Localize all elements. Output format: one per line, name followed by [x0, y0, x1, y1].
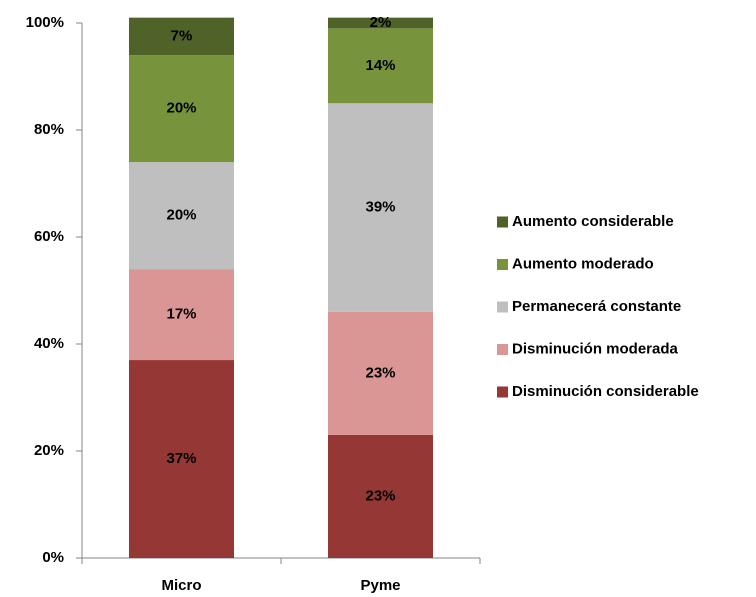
bar-segment	[129, 55, 234, 163]
legend-swatch	[497, 216, 508, 228]
data-label: 20%	[166, 207, 196, 224]
data-label: 2%	[370, 14, 392, 31]
bar-segment	[328, 311, 433, 435]
legend-swatch	[497, 344, 508, 355]
data-label: 17%	[166, 306, 196, 323]
data-label: 14%	[365, 57, 395, 74]
legend-label: Aumento considerable	[512, 213, 674, 230]
y-tick-label: 80%	[34, 121, 64, 138]
legend-label: Aumento moderado	[512, 255, 654, 272]
bar-segment	[328, 28, 433, 104]
bar-segment	[129, 162, 234, 270]
data-label: 23%	[365, 487, 395, 504]
legend-swatch	[497, 301, 508, 313]
bar-segment	[328, 17, 433, 29]
y-tick-label: 40%	[34, 335, 64, 352]
data-label: 39%	[365, 199, 395, 216]
legend-label: Disminución considerable	[512, 383, 699, 400]
data-label: 23%	[365, 364, 395, 381]
data-label: 20%	[166, 100, 196, 117]
bar-segment	[129, 360, 234, 558]
y-tick-label: 60%	[34, 228, 64, 245]
bar-segment	[328, 434, 433, 558]
bar-segment	[328, 103, 433, 312]
y-tick-label: 0%	[42, 549, 64, 566]
x-tick-label: Micro	[161, 577, 201, 594]
y-tick-label: 20%	[34, 442, 64, 459]
y-tick-label: 100%	[26, 14, 64, 31]
bar-segment	[129, 17, 234, 56]
legend-label: Disminución moderada	[512, 340, 679, 357]
legend-label: Permanecerá constante	[512, 298, 681, 315]
data-label: 7%	[171, 27, 193, 44]
bar-segment	[129, 269, 234, 361]
x-tick-label: Pyme	[360, 577, 400, 594]
legend-swatch	[497, 386, 508, 398]
data-label: 37%	[166, 450, 196, 467]
legend-swatch	[497, 259, 508, 270]
